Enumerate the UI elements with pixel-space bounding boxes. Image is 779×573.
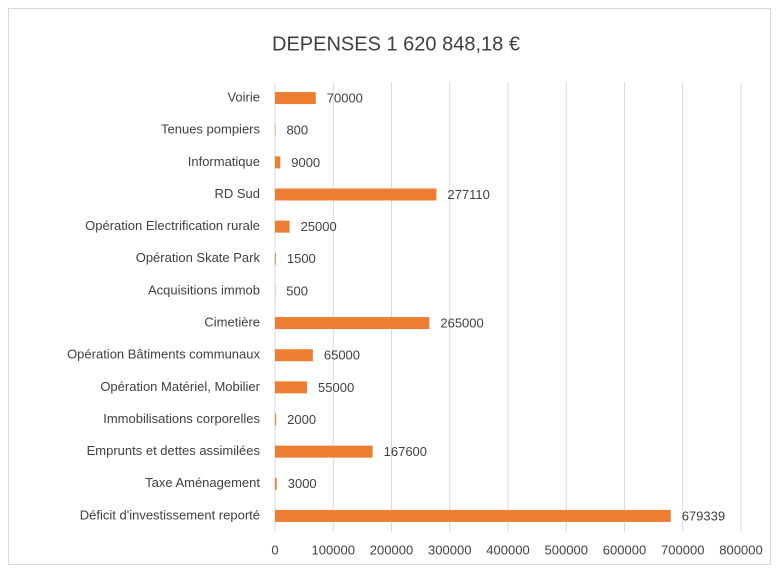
y-tick-label: Voirie bbox=[227, 90, 260, 105]
data-label: 1500 bbox=[287, 251, 316, 266]
x-tick-label: 200000 bbox=[370, 542, 413, 557]
y-tick-label: Acquisitions immob bbox=[148, 282, 260, 297]
x-tick-label: 0 bbox=[271, 542, 278, 557]
bar bbox=[275, 510, 671, 522]
y-tick-label: Opération Matériel, Mobilier bbox=[100, 379, 260, 394]
x-tick-label: 100000 bbox=[312, 542, 355, 557]
data-label: 25000 bbox=[301, 219, 337, 234]
y-tick-label: Déficit d'investissement reporté bbox=[80, 507, 260, 522]
x-tick-label: 800000 bbox=[719, 542, 762, 557]
x-tick-label: 700000 bbox=[661, 542, 704, 557]
data-label: 800 bbox=[286, 123, 308, 138]
bar bbox=[275, 221, 290, 233]
x-tick-label: 500000 bbox=[545, 542, 588, 557]
data-label: 500 bbox=[286, 283, 308, 298]
data-label: 167600 bbox=[384, 444, 427, 459]
bar bbox=[275, 317, 429, 329]
x-tick-label: 400000 bbox=[486, 542, 529, 557]
y-tick-label: Emprunts et dettes assimilées bbox=[87, 443, 261, 458]
y-tick-label: Opération Bâtiments communaux bbox=[67, 347, 260, 362]
y-tick-label: Informatique bbox=[188, 154, 260, 169]
data-label: 3000 bbox=[288, 476, 317, 491]
y-tick-label: Cimetière bbox=[204, 315, 260, 330]
bar bbox=[275, 92, 316, 104]
bar bbox=[275, 189, 436, 201]
x-tick-label: 600000 bbox=[603, 542, 646, 557]
data-label: 65000 bbox=[324, 348, 360, 363]
bar bbox=[275, 349, 313, 361]
chart-title: DEPENSES 1 620 848,18 € bbox=[272, 33, 520, 55]
x-tick-label: 300000 bbox=[428, 542, 471, 557]
y-tick-label: Opération Skate Park bbox=[136, 250, 261, 265]
bar bbox=[275, 478, 277, 490]
y-tick-label: RD Sud bbox=[214, 186, 260, 201]
data-label: 55000 bbox=[318, 380, 354, 395]
chart-frame bbox=[9, 9, 771, 565]
bar bbox=[275, 381, 307, 393]
data-label: 679339 bbox=[682, 508, 725, 523]
y-tick-label: Immobilisations corporelles bbox=[103, 411, 260, 426]
y-tick-label: Opération Electrification rurale bbox=[85, 218, 260, 233]
data-label: 9000 bbox=[291, 155, 320, 170]
data-label: 277110 bbox=[447, 187, 489, 202]
bar bbox=[275, 446, 373, 458]
bar bbox=[275, 253, 276, 265]
y-tick-label: Tenues pompiers bbox=[161, 122, 260, 137]
data-label: 265000 bbox=[440, 316, 483, 331]
data-label: 70000 bbox=[327, 91, 363, 106]
data-label: 2000 bbox=[287, 412, 316, 427]
bar bbox=[275, 156, 280, 168]
y-tick-label: Taxe Aménagement bbox=[145, 475, 260, 490]
bar bbox=[275, 414, 276, 426]
